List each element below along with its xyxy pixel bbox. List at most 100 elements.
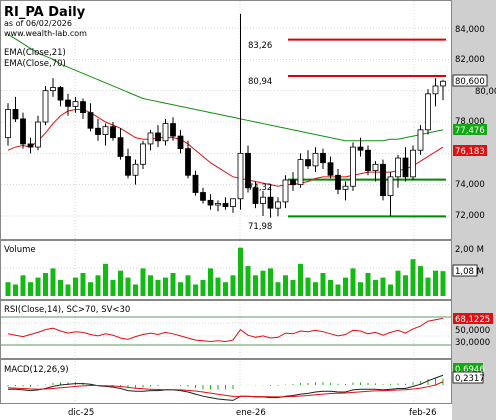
volume-bar <box>410 259 416 296</box>
price-panel-frame <box>0 0 452 240</box>
volume-bar <box>118 270 123 296</box>
candle-body <box>50 87 56 92</box>
volume-bar <box>13 284 18 296</box>
candle-body <box>357 146 364 151</box>
volume-bar <box>380 277 386 296</box>
price-tick-74: 74,000 <box>455 180 485 190</box>
candle-body <box>230 198 236 207</box>
volume-bar <box>433 270 438 296</box>
candle-body <box>162 123 169 142</box>
candle-body <box>35 121 41 148</box>
volume-bar <box>373 279 378 296</box>
macd-value: 0,6946 <box>455 365 485 375</box>
candle-body <box>267 196 274 209</box>
candle-body <box>192 174 199 193</box>
candle-body <box>440 80 446 87</box>
volume-bar <box>253 275 258 296</box>
candle-body <box>365 149 371 171</box>
candle-body <box>5 109 11 139</box>
volume-bar <box>425 277 431 296</box>
price-candles <box>5 13 446 218</box>
volume-bar <box>50 268 56 296</box>
volume-bar <box>155 279 161 296</box>
price-tick-80: 80,000 <box>475 87 496 97</box>
candle-body <box>350 146 356 187</box>
x-label-ene-26: ene-26 <box>236 408 266 418</box>
candle-body <box>200 192 206 201</box>
macd-signal-badge <box>452 371 484 384</box>
volume-bar <box>388 284 393 296</box>
volume-bar <box>215 277 221 296</box>
volume-bar <box>125 277 131 296</box>
price-tick-82: 82,000 <box>455 55 485 65</box>
macd-title: MACD(12,26,9) <box>4 365 69 375</box>
candle-body <box>275 201 281 209</box>
price-tick-72: 72,000 <box>455 211 485 221</box>
volume-bar <box>223 282 228 296</box>
ema70-badge <box>453 124 487 135</box>
candle-body <box>327 162 334 176</box>
volume-bars <box>5 247 446 296</box>
volume-bar <box>80 273 86 296</box>
chart-title: RI_PA Daily <box>4 5 86 20</box>
price-tick-84: 84,000 <box>455 25 485 35</box>
candle-body <box>215 203 221 206</box>
level-lines <box>288 38 446 218</box>
candle-body <box>72 101 79 107</box>
candle-body <box>312 152 319 167</box>
level-label-71-98: 71,98 <box>248 222 272 232</box>
volume-bar <box>343 277 348 296</box>
volume-bar <box>335 284 341 296</box>
asof-date: as of 06/02/2026 <box>4 19 72 28</box>
volume-bar <box>238 247 243 296</box>
candle-body <box>117 137 124 157</box>
volume-bar <box>230 275 236 296</box>
candle-body <box>290 179 296 186</box>
price-axis-column <box>452 0 496 420</box>
candle-body <box>132 163 139 176</box>
candle-body <box>305 159 311 167</box>
candle-body <box>252 187 259 204</box>
volume-bar <box>200 279 206 296</box>
volume-bar <box>350 268 356 296</box>
macd-badge <box>453 363 483 374</box>
candle-body <box>207 199 214 206</box>
volume-bar <box>440 271 446 296</box>
volume-last-value: 1,08 M <box>455 267 484 277</box>
volume-bar <box>140 268 146 296</box>
candle-body <box>380 163 386 197</box>
candle-body <box>245 152 251 189</box>
macd-lines <box>7 374 444 401</box>
volume-bar <box>35 277 41 296</box>
volume-bar <box>5 282 11 296</box>
volume-bar <box>268 268 273 296</box>
macd-polyline <box>8 374 444 401</box>
ema70-value: 77,476 <box>455 126 485 136</box>
volume-bar <box>365 273 371 296</box>
volume-bar <box>298 263 303 296</box>
candle-body <box>87 112 94 129</box>
candle-body <box>125 156 131 176</box>
candle-body <box>335 174 341 190</box>
level-label-83-26: 83,26 <box>248 41 272 51</box>
ema70-polyline <box>7 33 444 142</box>
candle-body <box>432 85 439 95</box>
candle-body <box>185 148 191 176</box>
macd-signal-polyline <box>7 381 444 398</box>
volume-bar <box>305 277 311 296</box>
candle-body <box>12 109 19 120</box>
candle-body <box>95 127 101 135</box>
volume-bar <box>193 284 198 296</box>
candle-body <box>410 149 416 178</box>
price-tick-78: 78,000 <box>455 117 485 127</box>
candle-body <box>177 135 184 150</box>
volume-bar <box>43 273 48 296</box>
rsi-line <box>7 317 444 343</box>
volume-bar <box>403 275 408 296</box>
level-label-74-32: 74,32 <box>248 183 272 193</box>
candle-body <box>65 99 71 107</box>
volume-bar <box>163 277 168 296</box>
candle-body <box>260 196 266 204</box>
